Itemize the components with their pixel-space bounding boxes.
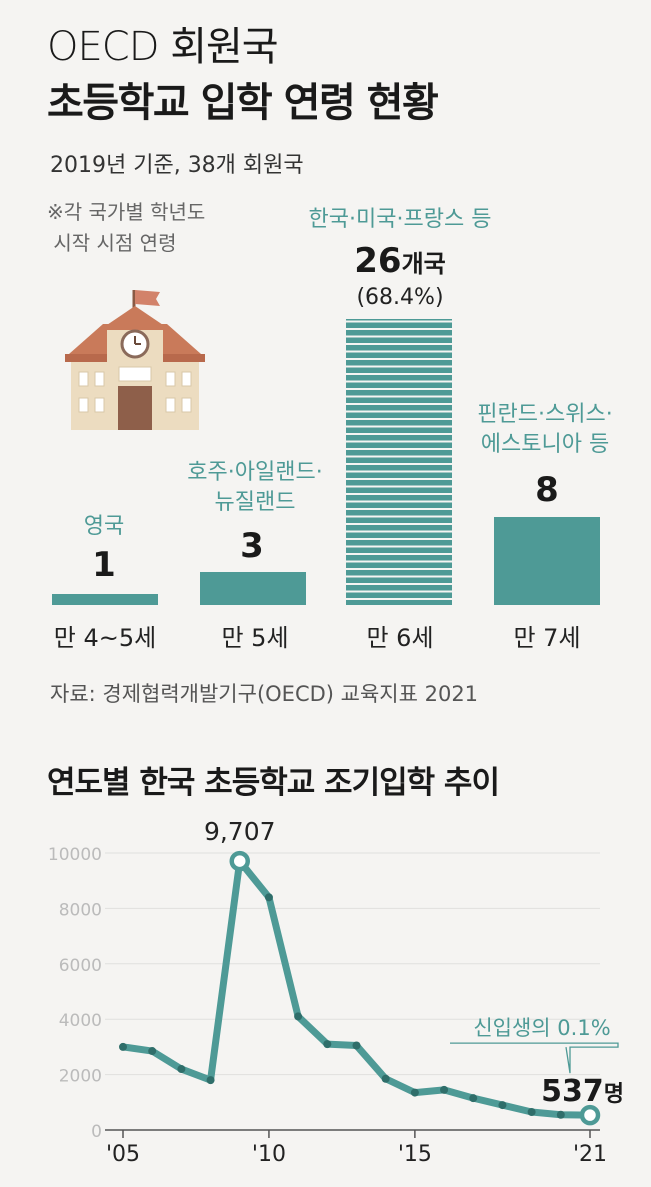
bar-value-1: 3 xyxy=(240,526,264,566)
bar-value-2-number: 26 xyxy=(354,241,402,281)
school-building-icon xyxy=(65,290,205,430)
y-tick-label: 0 xyxy=(91,1122,102,1142)
bar-countries-1: 호주·아일랜드· 뉴질랜드 xyxy=(187,460,323,515)
y-tick-label: 2000 xyxy=(59,1067,102,1087)
data-point xyxy=(177,1065,186,1074)
bar-countries-2: 한국·미국·프랑스 등 xyxy=(308,207,492,232)
data-point xyxy=(469,1094,478,1103)
x-tick-label: '15 xyxy=(398,1142,432,1167)
bar-countries-0: 영국 xyxy=(83,514,125,539)
bar-1 xyxy=(200,572,306,605)
footnote: ※각 국가별 학년도 시작 시점 연령 xyxy=(47,200,206,255)
trend-line xyxy=(119,857,594,1119)
bar-0 xyxy=(52,594,158,605)
line-chart-title: 연도별 한국 초등학교 조기입학 추이 xyxy=(47,765,500,801)
y-tick-label: 4000 xyxy=(59,1011,102,1031)
peak-label: 9,707 xyxy=(204,817,276,846)
bar-2 xyxy=(346,319,452,605)
data-point xyxy=(381,1074,390,1083)
peak-point xyxy=(229,850,250,872)
data-point xyxy=(527,1107,536,1116)
callout-line xyxy=(450,1042,619,1074)
data-point xyxy=(294,1012,303,1021)
y-tick-label: 6000 xyxy=(59,956,102,976)
data-point xyxy=(206,1076,215,1085)
bar-value-2: 26개국 xyxy=(330,241,470,281)
data-point xyxy=(440,1085,449,1094)
data-point xyxy=(352,1041,361,1050)
bar-3 xyxy=(494,517,600,605)
callout-label: 신입생의 0.1% xyxy=(473,1016,610,1040)
data-point xyxy=(148,1047,157,1056)
subtitle: 2019년 기준, 38개 회원국 xyxy=(50,153,304,178)
bar-percent-2: (68.4%) xyxy=(356,285,444,310)
x-tick-0: 만 4~5세 xyxy=(53,624,157,652)
data-point xyxy=(323,1040,332,1049)
y-tick-label: 10000 xyxy=(48,845,102,865)
x-tick-label: '10 xyxy=(252,1142,286,1167)
data-point xyxy=(119,1042,127,1051)
age-bar-chart xyxy=(52,319,600,605)
last-value-label: 537명 xyxy=(541,1074,624,1109)
page-title-line2: 초등학교 입학 연령 현황 xyxy=(47,80,439,126)
x-tick-1: 만 5세 xyxy=(221,624,289,652)
bar-value-2-unit: 개국 xyxy=(401,250,446,278)
last-value-unit: 명 xyxy=(604,1082,624,1107)
bar-value-0: 1 xyxy=(92,545,116,585)
bar-value-3: 8 xyxy=(535,470,559,510)
data-point xyxy=(264,893,273,902)
data-point xyxy=(498,1101,507,1110)
x-tick-3: 만 7세 xyxy=(513,624,581,652)
last-point xyxy=(579,1104,601,1126)
data-point xyxy=(410,1088,419,1097)
bar-countries-3: 핀란드·스위스· 에스토니아 등 xyxy=(477,402,613,457)
page-title-line1: OECD 회원국 xyxy=(47,24,279,70)
x-tick-2: 만 6세 xyxy=(366,624,434,652)
y-tick-label: 8000 xyxy=(59,900,102,920)
last-value-number: 537 xyxy=(541,1074,604,1109)
x-tick-label: '21 xyxy=(573,1142,607,1167)
data-point xyxy=(556,1110,565,1119)
early-entry-line-chart: 0 2000 4000 6000 8000 10000 '05 '10 '15 '21 9,70… xyxy=(48,817,624,1167)
source-text: 자료: 경제협력개발기구(OECD) 교육지표 2021 xyxy=(50,682,479,706)
x-tick-label: '05 xyxy=(106,1142,140,1167)
